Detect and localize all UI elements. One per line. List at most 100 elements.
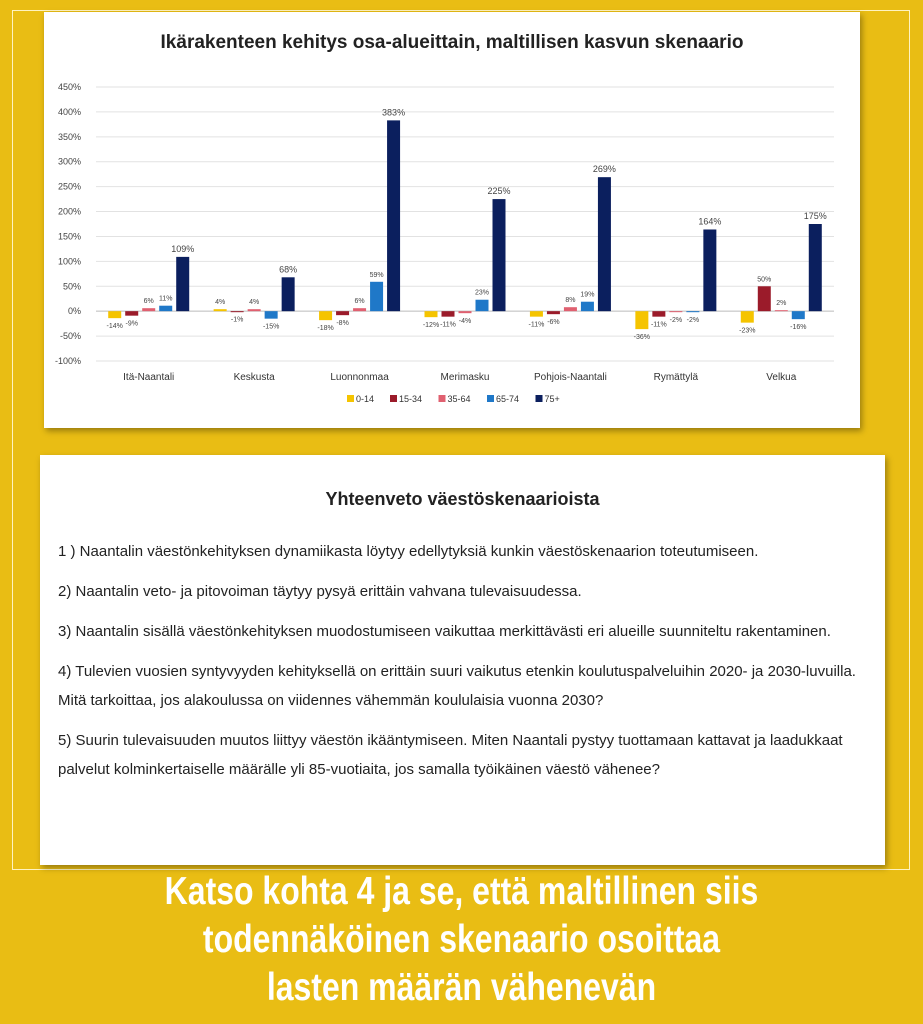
data-label: 225% (487, 186, 510, 196)
data-label: 23% (475, 290, 489, 297)
data-label: 2% (776, 300, 786, 307)
caption-line: todennäköinen skenaario osoittaa (202, 918, 721, 961)
y-tick-label: 250% (58, 182, 81, 192)
bar-65-74 (264, 311, 278, 319)
x-tick-label: Merimasku (441, 372, 490, 383)
legend-label: 15-34 (399, 394, 422, 404)
summary-point: 1 ) Naantalin väestönkehityksen dynamiik… (58, 543, 759, 560)
bar-35-64 (458, 311, 472, 314)
legend-label: 75+ (545, 394, 560, 404)
bar-75+ (492, 199, 506, 312)
bar-65-74 (580, 301, 594, 312)
x-tick-label: Luonnonmaa (330, 372, 389, 383)
legend-label: 35-64 (448, 394, 471, 404)
bar-0-14 (740, 311, 754, 323)
data-label: -6% (547, 319, 559, 326)
data-label: -2% (670, 317, 682, 324)
chart-title: Ikärakenteen kehitys osa-alueittain, mal… (160, 32, 744, 53)
x-tick-label: Keskusta (234, 372, 276, 383)
summary-point: 2) Naantalin veto- ja pitovoiman täytyy … (58, 583, 582, 600)
y-tick-label: 350% (58, 132, 81, 142)
legend-swatch (347, 395, 354, 402)
bar-0-14 (319, 311, 333, 321)
data-label: 68% (279, 264, 297, 274)
x-tick-label: Velkua (766, 372, 796, 383)
bar-35-64 (142, 308, 156, 312)
bar-15-34 (125, 311, 139, 316)
data-label: 6% (144, 298, 154, 305)
legend-swatch (487, 395, 494, 402)
data-label: -11% (440, 322, 456, 329)
data-label: -18% (317, 325, 333, 332)
data-label: 19% (580, 292, 594, 299)
x-tick-label: Rymättylä (654, 372, 699, 383)
bar-35-64 (247, 309, 261, 312)
bar-0-14 (635, 311, 649, 330)
data-label: -16% (790, 324, 806, 331)
y-tick-label: -100% (55, 356, 81, 366)
legend-label: 0-14 (356, 394, 374, 404)
bar-chart: 450% 400% 350% 300% 250% 200% 150% 100% 50% 0% -50… (55, 82, 834, 404)
summary-point: 3) Naantalin sisällä väestönkehityksen m… (58, 623, 831, 640)
bar-75+ (597, 177, 611, 312)
bar-15-34 (441, 311, 455, 317)
bar-65-74 (475, 299, 489, 312)
legend-swatch (390, 395, 397, 402)
y-tick-label: 50% (63, 281, 81, 291)
data-label: 6% (355, 298, 365, 305)
data-label: 59% (370, 272, 384, 279)
bar-75+ (176, 256, 190, 312)
data-label: -12% (423, 322, 439, 329)
bar-75+ (281, 277, 295, 312)
summary-title: Yhteenveto väestöskenaarioista (325, 489, 600, 509)
data-label: 50% (757, 276, 771, 283)
bar-0-14 (108, 311, 122, 319)
data-label: 11% (159, 296, 173, 303)
data-label: -11% (529, 322, 545, 329)
y-tick-label: 450% (58, 82, 81, 92)
legend-swatch (438, 395, 446, 402)
data-label: 269% (593, 164, 616, 174)
data-label: 109% (171, 244, 194, 254)
data-label: 4% (215, 299, 225, 306)
data-label: -2% (687, 317, 699, 324)
bar-0-14 (424, 311, 438, 318)
data-label: 383% (382, 107, 405, 117)
data-label: 4% (249, 299, 259, 306)
data-label: 175% (804, 211, 827, 221)
bar-35-64 (563, 307, 577, 312)
summary-card: Yhteenveto väestöskenaarioista 1 ) Naant… (40, 455, 885, 865)
legend-swatch (535, 395, 543, 402)
data-label: -15% (263, 324, 279, 331)
data-label: -11% (651, 322, 667, 329)
bar-15-34 (652, 311, 666, 317)
y-tick-label: -50% (60, 331, 81, 341)
data-label: 164% (698, 216, 721, 226)
data-label: -36% (634, 334, 650, 341)
x-tick-label: Itä-Naantali (123, 372, 174, 383)
border-frame (12, 10, 910, 870)
summary-point: 5) Suurin tulevaisuuden muutos liittyy v… (58, 732, 843, 778)
bar-15-34 (757, 286, 771, 312)
y-tick-label: 300% (58, 157, 81, 167)
summary-point: 4) Tulevien vuosien syntyvyyden kehityks… (58, 663, 856, 709)
bar-35-64 (669, 311, 683, 313)
bar-65-74 (791, 311, 805, 320)
bar-0-14 (213, 309, 227, 312)
bar-15-34 (546, 311, 560, 315)
bar-65-74 (686, 311, 700, 313)
bar-75+ (703, 229, 717, 312)
y-tick-label: 0% (68, 306, 81, 316)
bar-35-64 (353, 308, 367, 312)
bar-65-74 (370, 281, 384, 312)
y-tick-label: 400% (58, 107, 81, 117)
caption-line: lasten määrän vähenevän (266, 966, 657, 1009)
bar-65-74 (159, 305, 173, 312)
caption-line: Katso kohta 4 ja se, että maltillinen si… (164, 870, 759, 913)
bar-75+ (808, 224, 822, 312)
data-label: -14% (107, 323, 123, 330)
data-label: 8% (565, 297, 575, 304)
data-label: -8% (336, 320, 348, 327)
chart-card: Ikärakenteen kehitys osa-alueittain, mal… (44, 12, 860, 428)
data-label: -4% (459, 318, 471, 325)
